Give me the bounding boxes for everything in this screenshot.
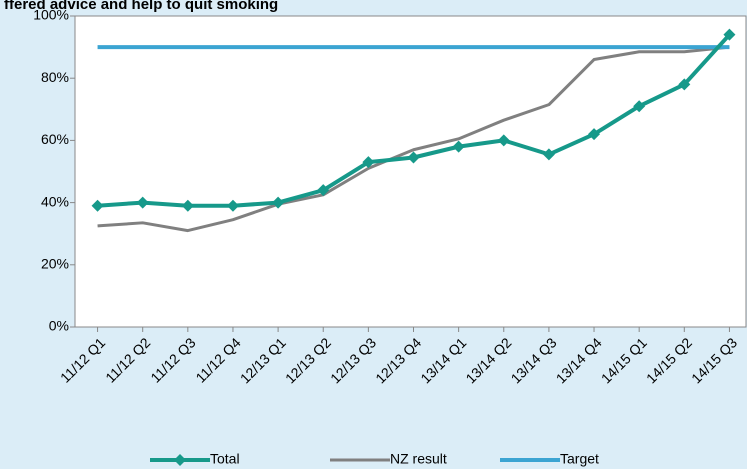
x-tick-label: 11/12 Q4 (192, 334, 243, 385)
x-tick-label: 14/15 Q2 (643, 334, 695, 386)
marker (136, 196, 149, 209)
marker (542, 148, 555, 161)
x-tick-label: 12/13 Q4 (372, 334, 424, 386)
x-tick-label: 11/12 Q2 (102, 334, 153, 385)
x-tick-label: 12/13 Q1 (237, 334, 289, 386)
x-tick-label: 13/14 Q2 (462, 334, 514, 386)
marker (181, 199, 194, 212)
x-tick-label: 11/12 Q1 (57, 334, 108, 385)
series-line (97, 45, 730, 233)
y-tick-label: 80% (41, 69, 69, 85)
y-tick-label: 20% (41, 256, 69, 272)
marker (723, 28, 736, 41)
x-tick-label: 13/14 Q1 (417, 334, 469, 386)
x-tick-label: 14/15 Q1 (598, 334, 650, 386)
x-tick-label: 13/14 Q3 (508, 334, 560, 386)
plot-area (74, 15, 747, 328)
marker (362, 156, 375, 169)
marker (678, 78, 691, 91)
marker (497, 134, 510, 147)
marker (91, 199, 104, 212)
marker (633, 100, 646, 113)
x-tick-label: 12/13 Q2 (282, 334, 334, 386)
y-tick-label: 100% (33, 7, 69, 23)
x-tick-label: 12/13 Q3 (327, 334, 379, 386)
marker (317, 184, 330, 197)
legend-label: Total (210, 451, 240, 467)
x-tick-label: 13/14 Q4 (553, 334, 605, 386)
marker (226, 199, 239, 212)
y-tick-label: 0% (49, 318, 69, 334)
marker (588, 128, 601, 141)
chart-title: ffered advice and help to quit smoking (4, 0, 278, 13)
legend-label: Target (560, 451, 599, 467)
x-tick-label: 11/12 Q3 (147, 334, 198, 385)
marker (452, 140, 465, 153)
legend-label: NZ result (390, 451, 447, 467)
y-tick-label: 40% (41, 193, 69, 209)
y-tick-label: 60% (41, 131, 69, 147)
legend-marker (174, 454, 186, 466)
marker (272, 196, 285, 209)
marker (407, 151, 420, 164)
x-tick-label: 14/15 Q3 (688, 334, 740, 386)
